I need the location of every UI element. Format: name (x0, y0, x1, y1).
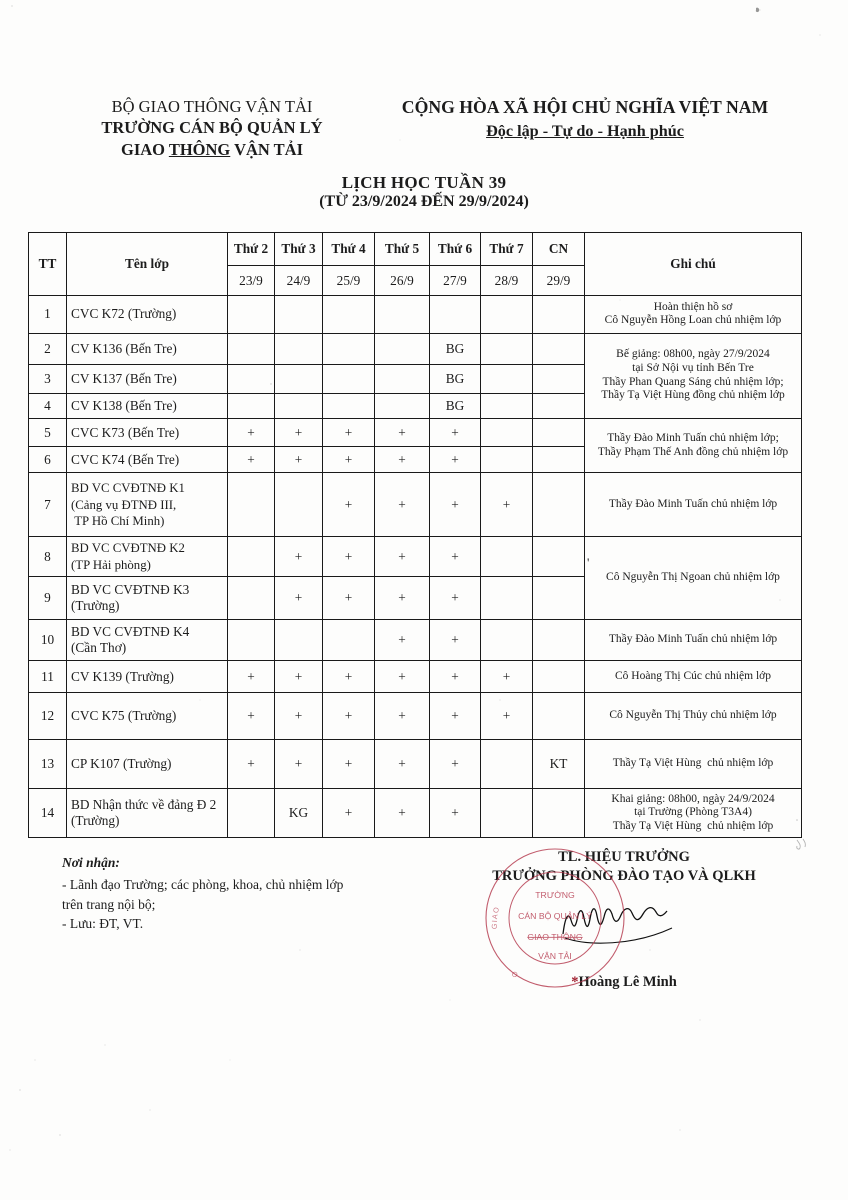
svg-text:CÁN BỘ QUẢN LÝ: CÁN BỘ QUẢN LÝ (518, 910, 592, 921)
svg-text:VẬN TẢI: VẬN TẢI (538, 950, 572, 961)
svg-text:TRƯỜNG: TRƯỜNG (535, 890, 575, 900)
svg-text:GIAO: GIAO (490, 905, 502, 929)
svg-text:GIAO THÔNG: GIAO THÔNG (527, 932, 583, 942)
